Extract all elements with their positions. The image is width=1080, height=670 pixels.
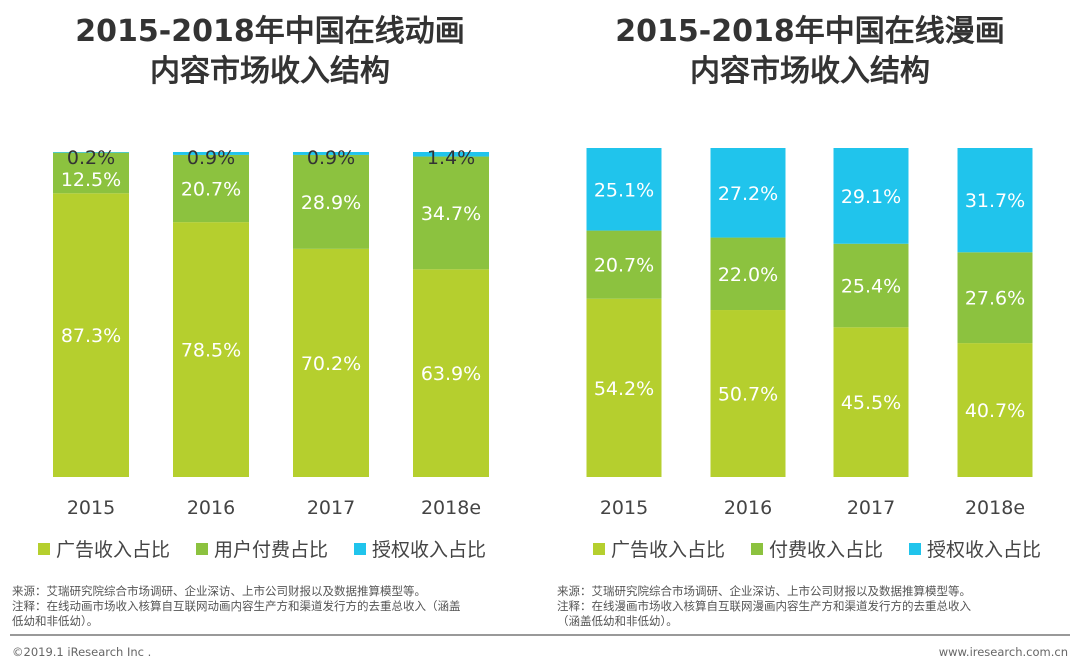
bar-segment — [957, 252, 1033, 344]
data-label: 78.5% — [181, 340, 241, 362]
legend-item: 用户付费占比 — [196, 535, 328, 562]
legend-item: 授权收入占比 — [909, 535, 1041, 562]
bar-segment — [53, 152, 129, 153]
legend-label: 用户付费占比 — [214, 539, 329, 561]
bar-segment — [413, 152, 489, 157]
bar-segment — [173, 154, 249, 223]
legend-swatch — [909, 542, 922, 555]
data-label: 70.2% — [301, 353, 361, 375]
legend-swatch — [354, 542, 367, 555]
legend-label: 广告收入占比 — [611, 539, 726, 561]
bar-segment — [586, 298, 662, 477]
bar-segment — [710, 310, 786, 477]
left-stacked-bar-chart: 87.3% 12.5%0.2% 2015 78.5% 20.7% 0.9% 2016 70.2… — [53, 147, 489, 519]
bar-segment — [293, 152, 369, 155]
note-line: 来源：艾瑞研究院综合市场调研、企业深访、上市公司财报以及数据推算模型等。 — [557, 584, 971, 598]
bar-segment — [710, 237, 786, 311]
right-title-line-2: 内容市场收入结构 — [690, 54, 930, 89]
bar-segment — [586, 230, 662, 299]
x-tick-label: 2015 — [600, 497, 648, 519]
x-tick-label: 2017 — [847, 497, 895, 519]
legend-swatch — [751, 542, 764, 555]
x-tick-label: 2018e — [421, 497, 481, 519]
bar-segment — [833, 148, 909, 244]
bar-segment — [293, 248, 369, 477]
left-legend: 广告收入占比 用户付费占比 授权收入占比 — [38, 535, 486, 562]
legend-item: 付费收入占比 — [751, 535, 883, 562]
data-label: 31.7% — [965, 190, 1025, 212]
data-label: 29.1% — [841, 186, 901, 208]
note-line: （涵盖低幼和非低幼）。 — [557, 614, 678, 628]
legend-label: 授权收入占比 — [927, 539, 1042, 561]
legend-label: 广告收入占比 — [56, 539, 171, 561]
bar-segment — [957, 343, 1033, 477]
right-source-note: 来源：艾瑞研究院综合市场调研、企业深访、上市公司财报以及数据推算模型等。 注释：… — [557, 584, 971, 629]
data-label: 54.2% — [594, 378, 654, 400]
bar-segment — [413, 156, 489, 270]
left-chart-title: 2015-2018年中国在线动画 内容市场收入结构 — [0, 12, 540, 92]
data-label: 20.7% — [181, 179, 241, 201]
left-source-note: 来源：艾瑞研究院综合市场调研、企业深访、上市公司财报以及数据推算模型等。 注释：… — [12, 584, 461, 629]
data-label: 12.5% — [61, 169, 121, 191]
bar-segment — [173, 222, 249, 477]
bar-segment — [53, 152, 129, 194]
legend-swatch — [593, 542, 605, 555]
data-label: 25.4% — [841, 276, 901, 298]
bar-segment — [833, 327, 909, 477]
data-label: 0.2% — [67, 147, 115, 169]
legend-swatch — [196, 542, 209, 555]
data-label: 27.6% — [965, 288, 1025, 310]
website-link[interactable]: www.iresearch.com.cn — [938, 645, 1068, 659]
x-tick-label: 2016 — [724, 497, 772, 519]
bar-segment — [293, 154, 369, 249]
note-line: 来源：艾瑞研究院综合市场调研、企业深访、上市公司财报以及数据推算模型等。 — [12, 584, 426, 598]
left-title-line-2: 内容市场收入结构 — [150, 54, 390, 89]
data-label: 1.4% — [427, 147, 475, 169]
note-line: 低幼和非低幼）。 — [12, 614, 99, 628]
note-line: 注释：在线动画市场收入核算自互联网动画内容生产方和渠道发行方的去重总收入（涵盖 — [12, 599, 461, 613]
bar-segment — [53, 193, 129, 477]
bar-segment — [710, 148, 786, 238]
footer-divider — [10, 634, 1070, 636]
data-label: 45.5% — [841, 392, 901, 414]
legend-item: 广告收入占比 — [593, 535, 725, 562]
right-title-line-1: 2015-2018年中国在线漫画 — [615, 14, 1005, 49]
data-label: 22.0% — [718, 264, 778, 286]
x-tick-label: 2018e — [965, 497, 1025, 519]
legend-item: 授权收入占比 — [354, 535, 486, 562]
data-label: 20.7% — [594, 255, 654, 277]
legend-swatch — [38, 542, 50, 555]
x-tick-label: 2015 — [67, 497, 115, 519]
bar-segment — [413, 269, 489, 477]
bar-segment — [173, 152, 249, 155]
bar-segment — [586, 148, 662, 231]
right-chart-title: 2015-2018年中国在线漫画 内容市场收入结构 — [540, 12, 1080, 92]
bar-segment — [957, 148, 1033, 253]
right-legend: 广告收入占比 付费收入占比 授权收入占比 — [593, 535, 1041, 562]
bar-segment — [833, 243, 909, 328]
data-label: 50.7% — [718, 384, 778, 406]
legend-item: 广告收入占比 — [38, 535, 170, 562]
data-label: 28.9% — [301, 192, 361, 214]
data-label: 27.2% — [718, 183, 778, 205]
x-tick-label: 2017 — [307, 497, 355, 519]
x-tick-label: 2016 — [187, 497, 235, 519]
data-label: 63.9% — [421, 363, 481, 385]
legend-label: 付费收入占比 — [769, 539, 884, 561]
note-line: 注释：在线漫画市场收入核算自互联网漫画内容生产方和渠道发行方的去重总收入 — [557, 599, 971, 613]
data-label: 40.7% — [965, 400, 1025, 422]
data-label: 0.9% — [187, 147, 235, 169]
copyright: ©2019.1 iResearch Inc . — [12, 645, 152, 659]
data-label: 0.9% — [307, 147, 355, 169]
legend-label: 授权收入占比 — [372, 539, 487, 561]
data-label: 87.3% — [61, 325, 121, 347]
right-stacked-bar-chart: 54.2% 20.7% 25.1% 2015 50.7% 22.0% 27.2% 2016 45… — [586, 148, 1033, 519]
left-title-line-1: 2015-2018年中国在线动画 — [75, 14, 465, 49]
data-label: 34.7% — [421, 203, 481, 225]
data-label: 25.1% — [594, 179, 654, 201]
